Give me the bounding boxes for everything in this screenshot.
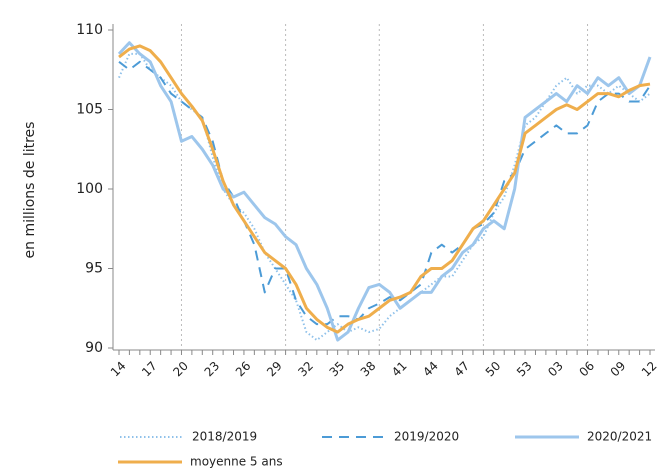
x-tick-label: 41 [389, 359, 410, 380]
x-tick-label: 14 [108, 359, 129, 380]
y-axis-label: en millions de litres [22, 122, 38, 259]
x-tick-label: 09 [608, 359, 629, 380]
x-tick-label: 35 [327, 359, 348, 380]
legend-label: 2018/2019 [192, 430, 257, 444]
x-tick-label: 06 [576, 359, 597, 380]
legend-label: 2020/2021 [587, 430, 652, 444]
x-tick-label: 47 [451, 359, 472, 380]
series-line [118, 60, 651, 326]
x-tick-label: 53 [514, 359, 535, 380]
y-tick-label: 105 [76, 102, 103, 118]
x-tick-label: 03 [545, 359, 566, 380]
y-tick-label: 90 [85, 340, 103, 356]
x-tick-label: 38 [358, 359, 379, 380]
y-tick-label: 110 [76, 22, 103, 38]
x-tick-label: 29 [264, 359, 285, 380]
x-tick-label: 12 [639, 359, 657, 380]
x-tick-label: 17 [139, 359, 160, 380]
x-tick-label: 23 [202, 359, 223, 380]
legend-label: 2019/2020 [394, 430, 459, 444]
series-line [118, 44, 651, 334]
x-tick-label: 44 [420, 359, 441, 380]
x-tick-label: 50 [483, 359, 504, 380]
y-tick-label: 100 [76, 181, 103, 197]
x-tick-label: 32 [295, 359, 316, 380]
x-tick-label: 20 [170, 359, 191, 380]
y-tick-label: 95 [85, 261, 103, 277]
legend-label: moyenne 5 ans [190, 455, 283, 469]
series-line [117, 41, 652, 342]
x-tick-label: 26 [233, 359, 254, 380]
